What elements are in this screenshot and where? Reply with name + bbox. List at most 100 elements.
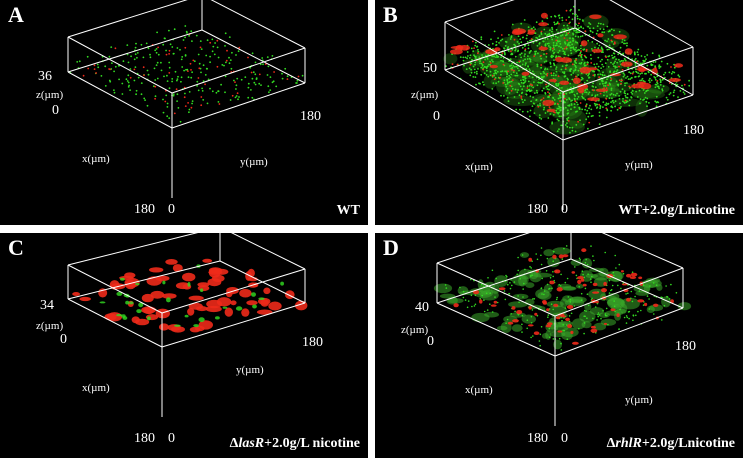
green-cell: [570, 100, 572, 102]
green-cell: [487, 75, 490, 78]
green-cell: [627, 66, 629, 69]
green-cell: [626, 44, 628, 47]
green-cell: [301, 74, 304, 77]
green-cell: [587, 273, 589, 275]
red-cell-cluster: [285, 290, 295, 300]
green-cell: [623, 74, 626, 76]
green-cell: [267, 85, 270, 88]
green-cell: [144, 99, 147, 101]
green-patch: [570, 259, 582, 266]
red-cell: [507, 70, 509, 73]
green-cell: [162, 98, 164, 101]
green-cell-cluster: [193, 324, 199, 328]
panel-c-condition: ΔlasR+2.0g/L nicotine: [229, 436, 360, 451]
green-cell: [576, 110, 578, 113]
green-cell: [207, 78, 210, 81]
green-cell: [187, 76, 190, 79]
green-cell: [540, 326, 543, 328]
green-cell: [605, 307, 608, 310]
green-cell: [511, 23, 514, 26]
green-cell: [550, 74, 553, 77]
red-cell: [273, 71, 275, 73]
green-cell: [495, 44, 498, 46]
green-cell: [558, 87, 561, 89]
green-cell: [569, 9, 572, 12]
green-cell: [563, 24, 565, 27]
green-cell: [127, 74, 130, 77]
green-cell: [631, 300, 634, 303]
green-cell: [623, 316, 626, 319]
green-cell: [618, 30, 621, 33]
red-cell: [605, 87, 608, 90]
green-cell: [605, 116, 608, 119]
green-cell: [463, 64, 465, 67]
green-cell: [190, 76, 193, 79]
green-cell: [480, 36, 483, 39]
green-cell: [166, 106, 169, 108]
red-cell: [595, 300, 599, 304]
red-cell: [552, 47, 554, 50]
green-cell: [554, 15, 557, 18]
green-cell: [560, 124, 563, 127]
green-cell: [658, 54, 660, 57]
green-cell: [613, 300, 615, 302]
green-cell: [474, 303, 477, 306]
green-cell: [543, 72, 546, 74]
green-cell: [494, 296, 496, 298]
green-cell: [566, 338, 569, 340]
green-cell: [637, 72, 640, 74]
red-cell-cluster: [207, 278, 222, 287]
green-cell: [563, 247, 565, 250]
green-cell: [532, 70, 534, 73]
green-cell: [156, 77, 159, 80]
red-cell: [489, 62, 492, 64]
red-cell: [511, 79, 514, 81]
green-cell: [556, 130, 559, 133]
panel-b-z-max-tick: 50: [423, 61, 437, 76]
green-cell: [275, 85, 278, 88]
green-cell: [590, 57, 592, 60]
green-cell: [571, 129, 574, 132]
green-cell: [532, 86, 535, 89]
green-cell: [589, 29, 592, 32]
green-cell: [526, 34, 528, 37]
green-cell: [567, 54, 570, 57]
green-cell: [477, 48, 479, 51]
green-cell: [261, 57, 264, 59]
green-cell: [511, 284, 513, 287]
green-cell: [234, 96, 237, 99]
green-cell: [595, 32, 598, 35]
red-cell: [472, 40, 474, 43]
green-cell: [552, 72, 555, 75]
green-cell: [596, 63, 598, 65]
box-edge: [171, 82, 306, 129]
green-cell: [571, 43, 573, 46]
green-cell: [556, 22, 559, 25]
green-cell: [539, 333, 542, 336]
green-patch: [560, 298, 568, 308]
green-cell: [655, 105, 658, 108]
green-cell: [533, 112, 536, 114]
green-cell: [543, 106, 546, 109]
box-edge: [231, 233, 306, 270]
green-cell: [489, 303, 491, 305]
green-cell: [608, 82, 611, 85]
green-cell: [176, 100, 179, 102]
green-cell: [466, 306, 469, 309]
red-cell-cluster: [188, 295, 204, 301]
green-patch: [553, 321, 565, 328]
green-cell: [491, 269, 494, 272]
red-cell: [578, 22, 580, 25]
green-cell: [610, 288, 613, 291]
green-cell: [536, 258, 539, 261]
green-cell: [524, 49, 526, 52]
green-cell: [494, 76, 497, 79]
green-cell: [656, 85, 659, 88]
red-cell: [529, 83, 532, 86]
green-cell: [661, 319, 663, 321]
green-patch: [552, 247, 571, 255]
red-cell: [607, 84, 609, 87]
green-cell: [647, 71, 650, 74]
red-cell: [531, 84, 534, 87]
green-cell: [530, 336, 532, 339]
